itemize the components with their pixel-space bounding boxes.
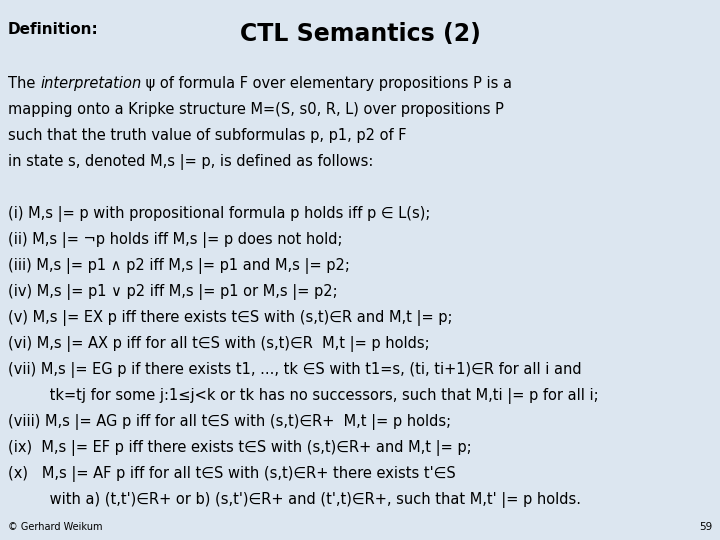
Text: Definition:: Definition: [8,22,99,37]
Text: (iii) M,s |= p1 ∧ p2 iff M,s |= p1 and M,s |= p2;: (iii) M,s |= p1 ∧ p2 iff M,s |= p1 and M… [8,258,350,274]
Text: (viii) M,s |= AG p iff for all t∈S with (s,t)∈R+  M,t |= p holds;: (viii) M,s |= AG p iff for all t∈S with … [8,414,451,430]
Text: such that the truth value of subformulas p, p1, p2 of F: such that the truth value of subformulas… [8,128,407,143]
Text: (ix)  M,s |= EF p iff there exists t∈S with (s,t)∈R+ and M,t |= p;: (ix) M,s |= EF p iff there exists t∈S wi… [8,440,472,456]
Text: (ii) M,s |= ¬p holds iff M,s |= p does not hold;: (ii) M,s |= ¬p holds iff M,s |= p does n… [8,232,343,248]
Text: CTL Semantics (2): CTL Semantics (2) [240,22,480,46]
Text: © Gerhard Weikum: © Gerhard Weikum [8,522,102,532]
Text: The: The [8,76,40,91]
Text: in state s, denoted M,s |= p, is defined as follows:: in state s, denoted M,s |= p, is defined… [8,154,374,170]
Text: (v) M,s |= EX p iff there exists t∈S with (s,t)∈R and M,t |= p;: (v) M,s |= EX p iff there exists t∈S wit… [8,310,452,326]
Text: (vii) M,s |= EG p if there exists t1, ..., tk ∈S with t1=s, (ti, ti+1)∈R for all: (vii) M,s |= EG p if there exists t1, ..… [8,362,582,378]
Text: interpretation: interpretation [40,76,141,91]
Text: (i) M,s |= p with propositional formula p holds iff p ∈ L(s);: (i) M,s |= p with propositional formula … [8,206,431,222]
Text: tk=tj for some j:1≤j<k or tk has no successors, such that M,ti |= p for all i;: tk=tj for some j:1≤j<k or tk has no succ… [8,388,598,404]
Text: 59: 59 [698,522,712,532]
Text: (x)   M,s |= AF p iff for all t∈S with (s,t)∈R+ there exists t'∈S: (x) M,s |= AF p iff for all t∈S with (s,… [8,466,456,482]
Text: (iv) M,s |= p1 ∨ p2 iff M,s |= p1 or M,s |= p2;: (iv) M,s |= p1 ∨ p2 iff M,s |= p1 or M,s… [8,284,338,300]
Text: with a) (t,t')∈R+ or b) (s,t')∈R+ and (t',t)∈R+, such that M,t' |= p holds.: with a) (t,t')∈R+ or b) (s,t')∈R+ and (t… [8,492,581,508]
Text: mapping onto a Kripke structure M=(S, s0, R, L) over propositions P: mapping onto a Kripke structure M=(S, s0… [8,102,504,117]
Text: (vi) M,s |= AX p iff for all t∈S with (s,t)∈R  M,t |= p holds;: (vi) M,s |= AX p iff for all t∈S with (s… [8,336,430,352]
Text: ψ of formula F over elementary propositions P is a: ψ of formula F over elementary propositi… [141,76,512,91]
